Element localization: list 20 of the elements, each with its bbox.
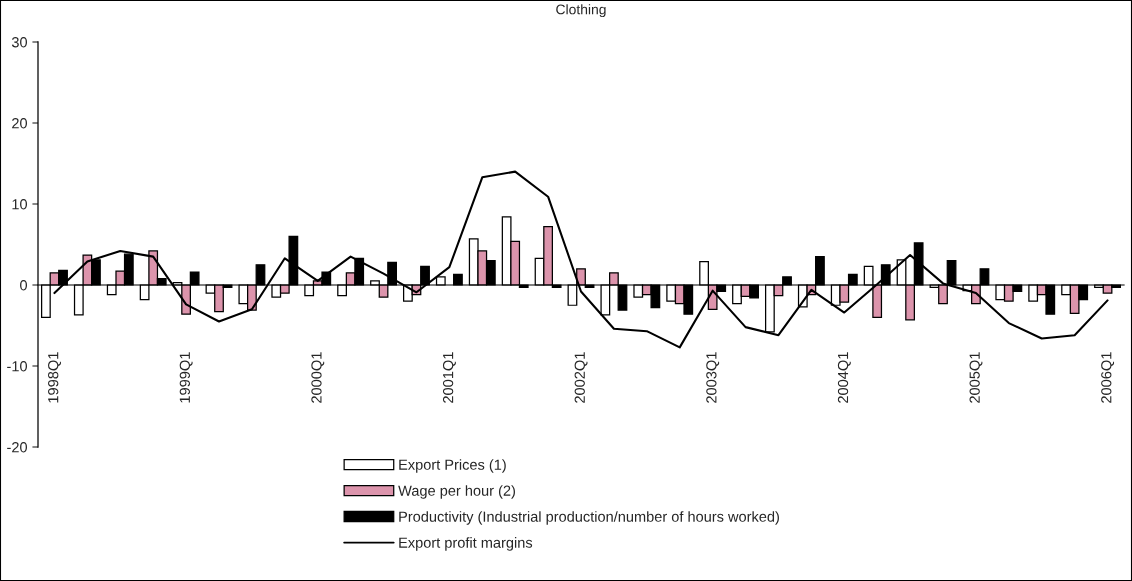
y-tick-label: -20 (7, 442, 28, 453)
x-tick-label: 2001Q1 (442, 352, 456, 403)
x-tick-label: 2002Q1 (574, 352, 588, 403)
x-tick-label: 2006Q1 (1101, 352, 1115, 403)
y-tick-label: 20 (12, 118, 28, 129)
x-tick-label: 2003Q1 (706, 352, 720, 403)
chart-title: Clothing (556, 4, 606, 18)
y-tick-label: 10 (12, 199, 28, 210)
x-tick-label: 2005Q1 (969, 352, 983, 403)
legend-label: Export Prices (1) (399, 459, 506, 473)
x-tick-label: 1998Q1 (48, 352, 61, 403)
y-tick-label: -10 (7, 361, 28, 372)
x-tick-label: 1999Q1 (179, 352, 193, 403)
legend-label: Productivity (Industrial production/number of hours worked) (399, 511, 779, 525)
legend-label: Wage per hour (2) (398, 485, 515, 499)
y-tick-label: 30 (11, 37, 28, 48)
y-tick-label: 0 (20, 280, 28, 291)
x-tick-label: 2000Q1 (311, 352, 325, 403)
x-tick-label: 2004Q1 (837, 352, 851, 403)
legend-label: Export profit margins (399, 537, 533, 551)
